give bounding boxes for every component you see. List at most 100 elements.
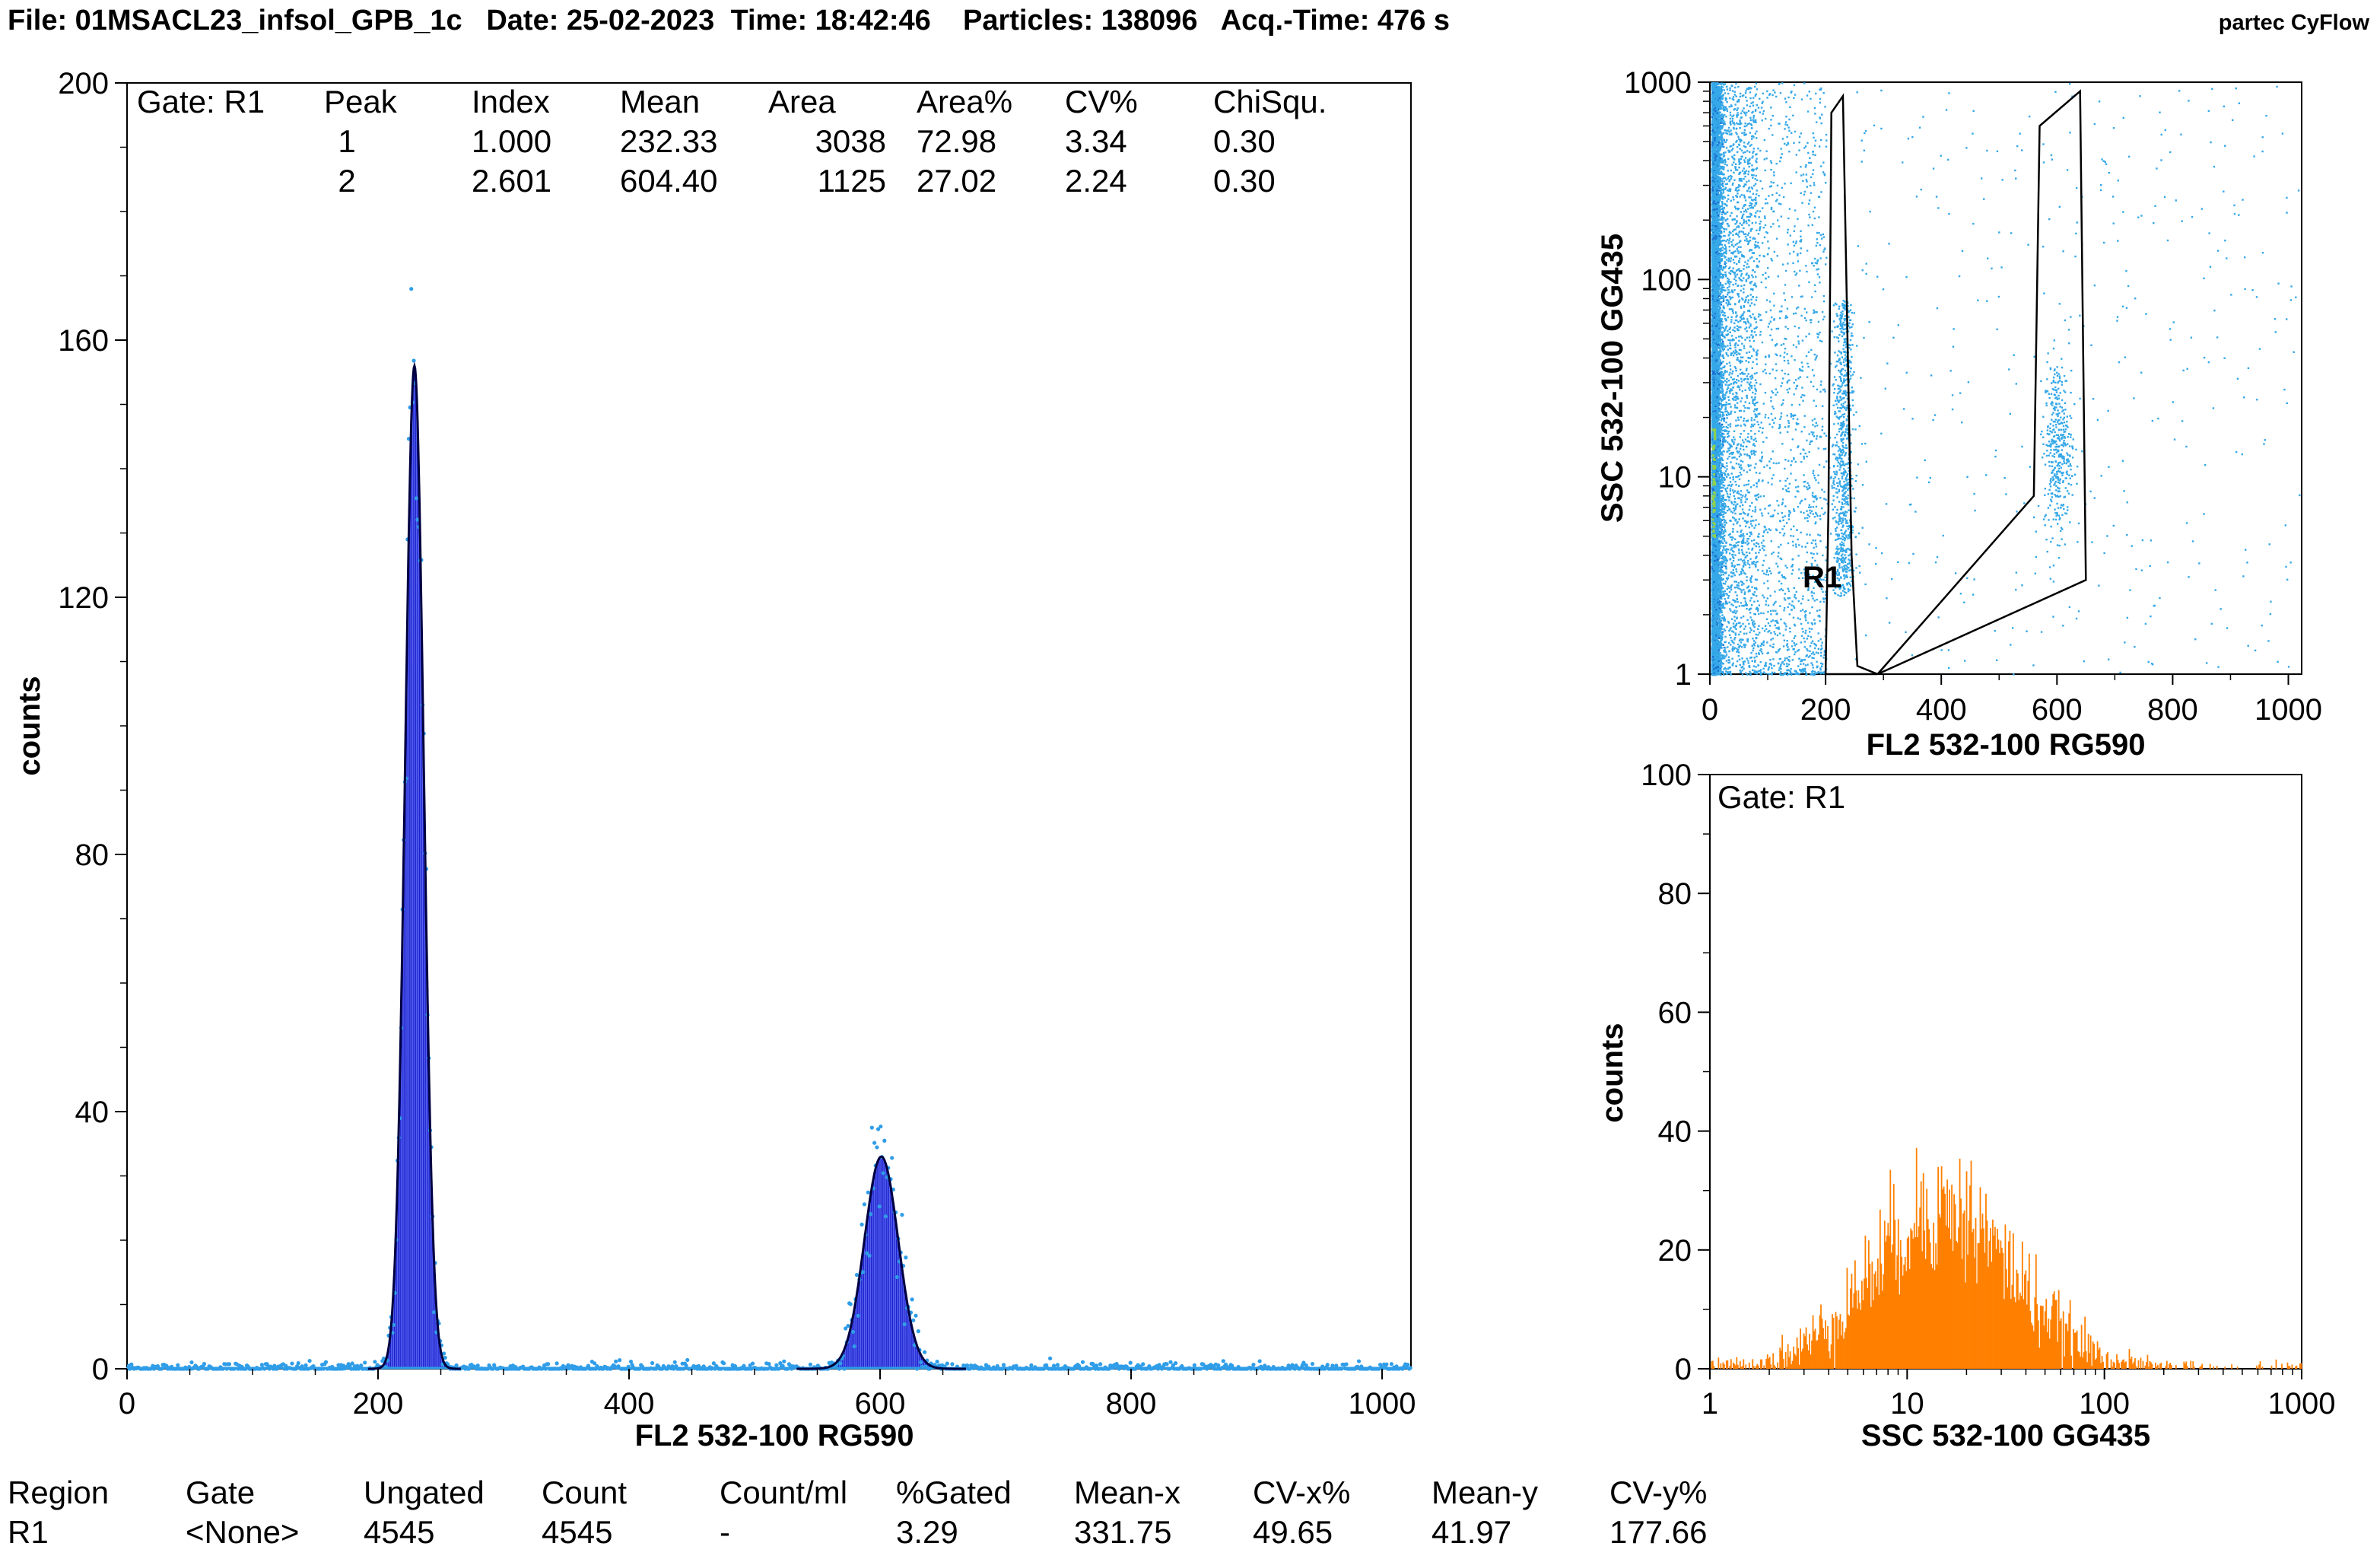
main-histogram-point (1165, 1362, 1169, 1367)
main-histogram-point (1356, 1359, 1362, 1363)
peak-table-header: Mean (620, 84, 700, 119)
main-histogram-point (259, 1363, 264, 1367)
main-histogram-point (628, 1359, 634, 1364)
main-histogram-point (1251, 1363, 1256, 1367)
main-histogram-point (919, 1360, 923, 1365)
main-histogram-point (1201, 1362, 1206, 1367)
main-histogram-point (850, 1329, 856, 1335)
main-histogram-point (1384, 1362, 1389, 1367)
peak-table-cell: 0.30 (1213, 123, 1276, 159)
main-histogram-point (882, 1138, 887, 1143)
main-histogram-point (923, 1350, 927, 1354)
dot-plot-point (1724, 606, 1726, 609)
main-histogram-point (711, 1361, 716, 1366)
main-y-tick-label: 160 (58, 324, 109, 358)
main-histogram-point (415, 517, 420, 522)
dot-plot-point (1726, 371, 1728, 373)
dot-plot-point (1724, 545, 1727, 547)
peak-table-header: Gate: R1 (137, 84, 265, 119)
main-x-axis-title: FL2 532-100 RG590 (635, 1419, 914, 1452)
main-histogram-point (1224, 1362, 1228, 1367)
main-histogram-point (443, 1355, 447, 1360)
main-histogram-point (1044, 1363, 1049, 1367)
main-histogram-point (869, 1125, 874, 1130)
main-histogram-point (1128, 1360, 1133, 1365)
main-histogram-point (1095, 1363, 1099, 1368)
main-histogram-point (296, 1361, 300, 1366)
main-histogram-point (872, 1141, 877, 1145)
main-histogram-point (359, 1363, 364, 1368)
main-histogram-point (442, 1351, 446, 1356)
main-x-tick-label: 400 (604, 1387, 655, 1421)
main-histogram-point (860, 1222, 864, 1227)
main-histogram-bars (381, 367, 933, 1369)
main-histogram-point (879, 1124, 883, 1129)
dot-plot-point (1724, 121, 1726, 123)
main-histogram-point (721, 1361, 726, 1366)
main-histogram-point (1055, 1363, 1060, 1367)
main-histogram-point (914, 1313, 918, 1318)
main-y-tick-label: 200 (58, 67, 109, 100)
dot-plot-point (1722, 582, 1724, 585)
particles-label: Particles: 138096 (963, 5, 1198, 37)
header-info: File: 01MSACL23_infsol_GPB_1c Date: 25-0… (8, 5, 1450, 37)
main-histogram-point (307, 1358, 312, 1363)
main-histogram-point (1301, 1360, 1306, 1365)
dot-plot-points (1711, 82, 2301, 676)
main-histogram-point (350, 1361, 354, 1366)
peak-table-cell: 2.601 (472, 163, 551, 199)
dot-plot-point (1720, 419, 1723, 422)
main-histogram-point (492, 1363, 497, 1367)
main-histogram-point (808, 1362, 813, 1367)
dot-plot-point (1723, 231, 1726, 233)
main-y-tick-label: 120 (58, 581, 109, 615)
main-histogram-point (1192, 1363, 1196, 1367)
main-histogram-point (409, 287, 414, 291)
time-label: Time: 18:42:46 (730, 5, 931, 37)
main-y-axis-title: counts (13, 676, 46, 775)
main-histogram-point (685, 1357, 690, 1363)
file-label: File: 01MSACL23_infsol_GPB_1c (8, 5, 462, 37)
peak-table-header: Peak (324, 84, 398, 119)
main-histogram-point (767, 1362, 771, 1367)
main-histogram-point (1286, 1363, 1291, 1368)
main-histogram-point (894, 1274, 899, 1280)
main-histogram-point (545, 1362, 551, 1367)
main-histogram-point (381, 1356, 386, 1361)
main-histogram-point (1029, 1363, 1034, 1367)
main-histogram-point (890, 1156, 894, 1160)
main-histogram-point (303, 1363, 308, 1367)
main-y-tick-label: 40 (75, 1096, 110, 1129)
main-histogram-point (129, 1362, 134, 1367)
main-histogram-point (865, 1251, 869, 1255)
peak-table-cell: 1 (338, 123, 355, 159)
main-histogram-point (323, 1360, 329, 1364)
dot-plot-point (1724, 380, 1727, 382)
peak-table-header: CV% (1065, 84, 1138, 119)
peak-table-cell: 27.02 (917, 163, 996, 199)
peak-table-header: Area% (917, 84, 1012, 119)
main-histogram-point (614, 1359, 618, 1363)
main-histogram-points (126, 287, 1412, 1371)
peak-table-header: Area (768, 84, 836, 119)
dot-plot-point (1724, 470, 1727, 472)
main-histogram-point (1001, 1363, 1006, 1367)
peak-table-header: Index (472, 84, 550, 119)
main-x-tick-label: 800 (1106, 1387, 1157, 1421)
main-histogram-point (862, 1202, 867, 1207)
main-histogram-point (900, 1213, 904, 1217)
date-label: Date: 25-02-2023 (486, 5, 715, 37)
main-histogram-point (1406, 1362, 1410, 1367)
dot-plot-point (1721, 429, 1724, 431)
main-histogram-point (1051, 1363, 1057, 1368)
main-histogram-point (881, 1171, 885, 1176)
main-histogram-point (866, 1190, 870, 1195)
dot-plot-point (1721, 423, 1724, 426)
main-histogram-point (875, 1127, 881, 1131)
main-histogram-point (593, 1361, 597, 1366)
peak-table-cell: 604.40 (620, 163, 717, 199)
main-histogram-point (935, 1360, 939, 1364)
main-histogram-point (902, 1322, 907, 1327)
main-histogram-point (202, 1362, 207, 1367)
